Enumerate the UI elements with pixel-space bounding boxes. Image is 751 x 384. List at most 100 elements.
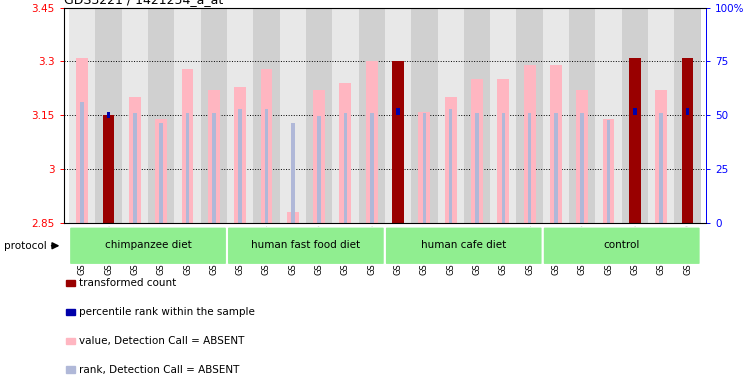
Bar — [528, 113, 532, 118]
Bar — [449, 109, 452, 114]
Bar — [291, 126, 294, 223]
Bar — [212, 113, 216, 118]
Bar — [554, 113, 558, 118]
Bar — [423, 113, 426, 118]
Bar — [449, 112, 452, 223]
Bar — [212, 115, 216, 223]
Bar — [201, 8, 227, 223]
Bar — [80, 102, 84, 107]
Bar — [543, 8, 569, 223]
FancyBboxPatch shape — [543, 227, 701, 265]
Bar — [528, 115, 532, 223]
Bar — [471, 79, 483, 223]
Bar — [502, 113, 505, 118]
Bar — [159, 123, 163, 129]
Bar — [392, 61, 404, 223]
Bar — [633, 108, 637, 115]
Bar — [95, 8, 122, 223]
Bar — [569, 8, 596, 223]
Bar — [633, 112, 637, 223]
FancyBboxPatch shape — [385, 227, 543, 265]
Bar — [490, 8, 517, 223]
Bar — [66, 280, 75, 286]
Bar — [148, 8, 174, 223]
Bar — [629, 58, 641, 223]
Bar — [475, 113, 479, 118]
Bar — [581, 113, 584, 118]
Bar — [66, 309, 75, 315]
Bar — [107, 115, 110, 223]
Bar — [607, 122, 611, 223]
Bar — [397, 108, 400, 115]
Bar — [339, 83, 351, 223]
Bar — [554, 115, 558, 223]
Text: percentile rank within the sample: percentile rank within the sample — [80, 307, 255, 317]
Bar — [475, 115, 479, 223]
Bar — [129, 97, 140, 223]
Bar — [66, 338, 75, 344]
Bar — [264, 109, 268, 114]
Bar — [77, 58, 88, 223]
Bar — [107, 112, 110, 118]
Bar — [344, 113, 347, 118]
Text: human fast food diet: human fast food diet — [252, 240, 360, 250]
Bar — [344, 115, 347, 223]
Bar — [238, 109, 242, 114]
Bar — [227, 8, 253, 223]
Bar — [581, 115, 584, 223]
Bar — [185, 113, 189, 118]
Bar — [682, 58, 693, 223]
Bar — [423, 115, 426, 223]
Bar — [182, 69, 194, 223]
Text: transformed count: transformed count — [80, 278, 176, 288]
Bar — [438, 8, 464, 223]
Bar — [291, 123, 294, 129]
Text: GDS3221 / 1421254_a_at: GDS3221 / 1421254_a_at — [64, 0, 223, 7]
FancyBboxPatch shape — [227, 227, 385, 265]
Bar — [69, 8, 95, 223]
Bar — [253, 8, 279, 223]
Text: human cafe diet: human cafe diet — [421, 240, 506, 250]
Bar — [412, 8, 438, 223]
Bar — [318, 116, 321, 121]
Bar — [208, 90, 220, 223]
Bar — [659, 113, 663, 118]
Bar — [122, 8, 148, 223]
Bar — [523, 65, 535, 223]
FancyBboxPatch shape — [69, 227, 227, 265]
Bar — [159, 126, 163, 223]
Bar — [306, 8, 332, 223]
Bar — [133, 115, 137, 223]
Bar — [234, 86, 246, 223]
Bar — [602, 119, 614, 223]
Bar — [185, 115, 189, 223]
Bar — [596, 8, 622, 223]
Bar — [686, 112, 689, 223]
Bar — [497, 79, 509, 223]
Text: protocol: protocol — [4, 241, 47, 251]
Bar — [370, 113, 373, 118]
Bar — [629, 58, 641, 223]
Bar — [358, 8, 385, 223]
Bar — [550, 65, 562, 223]
Bar — [686, 108, 689, 115]
Bar — [397, 112, 400, 223]
Bar — [264, 112, 268, 223]
Bar — [502, 115, 505, 223]
Bar — [385, 8, 412, 223]
Bar — [656, 90, 667, 223]
Bar — [155, 119, 167, 223]
Bar — [279, 8, 306, 223]
Bar — [366, 61, 378, 223]
Bar — [370, 115, 373, 223]
Bar — [66, 366, 75, 373]
Bar — [80, 104, 84, 223]
Bar — [313, 90, 325, 223]
Text: value, Detection Call = ABSENT: value, Detection Call = ABSENT — [80, 336, 245, 346]
Bar — [418, 112, 430, 223]
Bar — [445, 97, 457, 223]
Bar — [103, 115, 114, 223]
Bar — [133, 113, 137, 118]
Bar — [622, 8, 648, 223]
Bar — [659, 115, 663, 223]
